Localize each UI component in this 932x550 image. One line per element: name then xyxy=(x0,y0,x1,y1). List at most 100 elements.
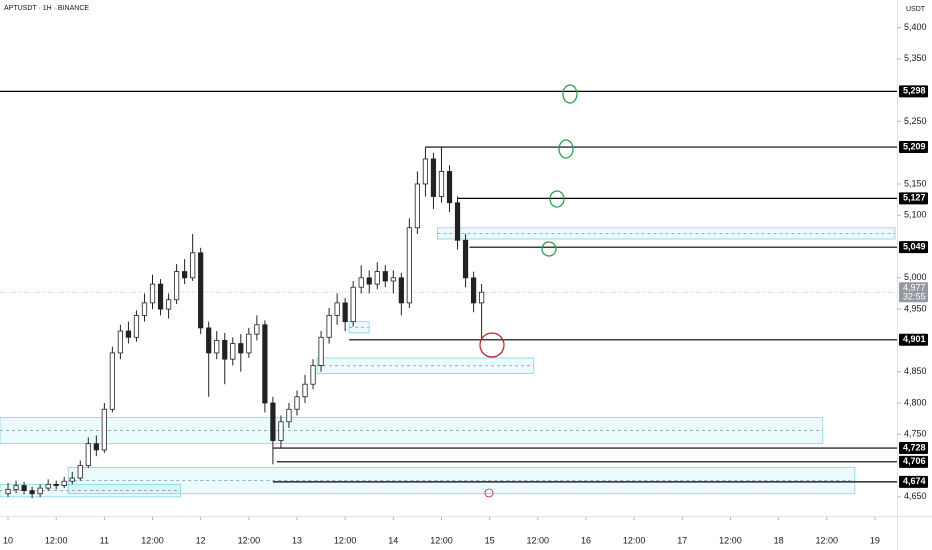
candle-body xyxy=(93,443,99,451)
level-label: 4,706 xyxy=(903,456,926,466)
y-tick-label: 5,000 xyxy=(904,272,927,282)
y-tick-label: 4,650 xyxy=(904,491,927,501)
candle-body xyxy=(414,183,421,229)
level-label-bg xyxy=(899,475,928,488)
candle-body xyxy=(430,158,437,197)
annotations xyxy=(479,84,578,498)
candle-body xyxy=(85,443,91,466)
candle-body xyxy=(294,396,300,410)
candle-body xyxy=(69,477,75,482)
candle-body xyxy=(29,490,35,495)
x-tick-label: 19 xyxy=(870,535,880,545)
candle-body xyxy=(53,483,59,486)
last-price-bg xyxy=(899,282,928,303)
x-tick-label: 12:00 xyxy=(238,535,261,545)
annotation-circle xyxy=(549,190,565,208)
candle-body xyxy=(149,283,156,304)
candle-body xyxy=(374,271,380,285)
candle-body xyxy=(462,239,469,279)
level-label: 4,674 xyxy=(903,476,926,486)
plot xyxy=(0,90,897,499)
x-tick-label: 12:00 xyxy=(430,535,453,545)
x-tick-label: 12:00 xyxy=(141,535,164,545)
candle-body xyxy=(334,302,340,316)
event-marker xyxy=(484,488,494,498)
level-label: 4,728 xyxy=(903,442,926,452)
candle-body xyxy=(350,286,356,323)
candle-body xyxy=(37,487,43,495)
candle-body xyxy=(222,340,228,360)
last-price-label: 4,977 xyxy=(903,283,926,293)
candle-body xyxy=(446,171,453,204)
x-tick-label: 15 xyxy=(485,535,495,545)
candle-body xyxy=(366,277,372,285)
candle-body xyxy=(182,271,188,279)
countdown: 32:55 xyxy=(903,292,926,302)
zone xyxy=(0,416,824,445)
level-label-bg xyxy=(899,455,928,468)
candle-body xyxy=(157,283,164,310)
candle-body xyxy=(406,227,412,304)
y-tick-label: 4,950 xyxy=(904,304,927,314)
x-tick-label: 12:00 xyxy=(527,535,550,545)
candle-body xyxy=(77,465,83,479)
candle-body xyxy=(173,271,180,301)
candle-body xyxy=(422,158,429,185)
x-tick-label: 14 xyxy=(388,535,398,545)
candle-body xyxy=(454,202,461,241)
level-label-bg xyxy=(899,241,928,254)
candle-body xyxy=(318,336,324,366)
level-label-bg xyxy=(899,85,928,98)
level-label-bg xyxy=(899,442,928,455)
candle-body xyxy=(398,277,404,304)
candle-body xyxy=(133,314,140,338)
y-tick-label: 5,150 xyxy=(904,178,927,188)
level-label-bg xyxy=(899,333,928,346)
candle-body xyxy=(479,291,485,304)
candle-body xyxy=(286,408,292,423)
level-label-bg xyxy=(899,192,928,205)
level-label: 5,298 xyxy=(903,86,926,96)
candle-body xyxy=(165,299,172,310)
candle-body xyxy=(278,421,284,441)
candle-body xyxy=(125,330,132,338)
level-label: 5,049 xyxy=(903,242,926,252)
chart-title: APTUSDT · 1H · BINANCE xyxy=(4,5,89,12)
candle-body xyxy=(270,402,276,441)
x-tick-label: 12:00 xyxy=(623,535,646,545)
candle-body xyxy=(45,483,51,489)
candle-body xyxy=(246,333,252,354)
candle-body xyxy=(470,277,477,304)
candle-body xyxy=(21,485,27,492)
y-tick-label: 5,100 xyxy=(904,210,927,220)
candle-body xyxy=(109,352,115,410)
candle-body xyxy=(302,383,308,398)
candle-body xyxy=(190,252,196,279)
candle-body xyxy=(382,271,388,282)
x-tick-label: 18 xyxy=(774,535,784,545)
y-tick-label: 5,400 xyxy=(904,22,927,32)
candle-body xyxy=(13,485,19,490)
annotation-circle xyxy=(558,139,574,159)
candle-body xyxy=(5,488,11,495)
level-label: 4,901 xyxy=(903,334,926,344)
x-tick-label: 12:00 xyxy=(719,535,742,545)
y-tick-label: 4,800 xyxy=(904,397,927,407)
y-tick-label: 4,850 xyxy=(904,366,927,376)
y-tick-label: 4,750 xyxy=(904,429,927,439)
y-tick-label: 5,250 xyxy=(904,116,927,126)
x-tick-label: 12:00 xyxy=(816,535,839,545)
candle-body xyxy=(101,408,107,451)
candle-body xyxy=(198,252,204,329)
candle-body xyxy=(141,302,148,316)
x-tick-label: 11 xyxy=(100,535,109,545)
candle-body xyxy=(326,314,332,338)
level-label: 5,209 xyxy=(903,141,926,151)
level-label: 5,127 xyxy=(903,193,926,203)
candle-body xyxy=(117,330,124,354)
x-tick-label: 17 xyxy=(677,535,687,545)
annotation-circle xyxy=(562,84,578,104)
zone xyxy=(348,321,370,334)
annotation-circle xyxy=(541,241,557,257)
candle-body xyxy=(358,277,364,288)
